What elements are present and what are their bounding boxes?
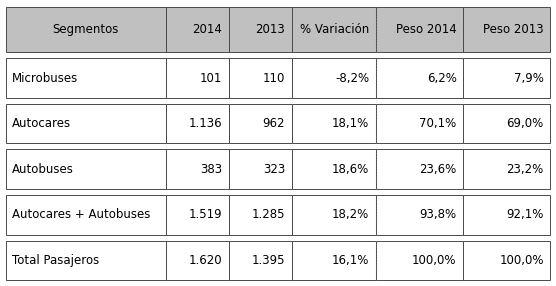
Bar (291, 7, 376, 52)
Bar (463, 150, 550, 189)
Bar (376, 58, 463, 98)
Bar (463, 195, 550, 235)
Text: 23,2%: 23,2% (507, 163, 544, 176)
Text: -8,2%: -8,2% (335, 72, 369, 85)
Text: 1.285: 1.285 (251, 208, 285, 221)
Bar (6, 150, 166, 189)
Text: 69,0%: 69,0% (507, 117, 544, 130)
Bar (6, 7, 166, 52)
Text: 6,2%: 6,2% (426, 72, 456, 85)
Bar (229, 241, 291, 280)
Text: Total Pasajeros: Total Pasajeros (12, 254, 100, 267)
Bar (6, 241, 166, 280)
Text: 7,9%: 7,9% (514, 72, 544, 85)
Bar (6, 58, 166, 98)
Bar (229, 195, 291, 235)
Bar (376, 150, 463, 189)
Bar (376, 104, 463, 144)
Bar (166, 150, 229, 189)
Text: 18,6%: 18,6% (332, 163, 369, 176)
Bar (6, 104, 166, 144)
Bar (229, 58, 291, 98)
Text: Autobuses: Autobuses (12, 163, 74, 176)
Bar (291, 241, 376, 280)
Text: Peso 2013: Peso 2013 (483, 23, 544, 36)
Text: 2014: 2014 (192, 23, 222, 36)
Text: 962: 962 (262, 117, 285, 130)
Bar (166, 241, 229, 280)
Bar (376, 241, 463, 280)
Text: 100,0%: 100,0% (499, 254, 544, 267)
Bar (376, 7, 463, 52)
Text: % Variación: % Variación (300, 23, 369, 36)
Text: 323: 323 (262, 163, 285, 176)
Text: Segmentos: Segmentos (53, 23, 119, 36)
Bar (166, 7, 229, 52)
Bar (166, 104, 229, 144)
Text: 16,1%: 16,1% (332, 254, 369, 267)
Text: 18,2%: 18,2% (332, 208, 369, 221)
Text: 92,1%: 92,1% (507, 208, 544, 221)
Text: Autocares + Autobuses: Autocares + Autobuses (12, 208, 151, 221)
Bar (166, 195, 229, 235)
Text: 1.620: 1.620 (188, 254, 222, 267)
Text: 1.395: 1.395 (251, 254, 285, 267)
Bar (463, 104, 550, 144)
Text: 2013: 2013 (255, 23, 285, 36)
Bar (6, 195, 166, 235)
Text: 23,6%: 23,6% (419, 163, 456, 176)
Text: 1.136: 1.136 (188, 117, 222, 130)
Text: Microbuses: Microbuses (12, 72, 78, 85)
Bar (291, 58, 376, 98)
Bar (291, 195, 376, 235)
Text: Autocares: Autocares (12, 117, 71, 130)
Bar (166, 58, 229, 98)
Text: 1.519: 1.519 (188, 208, 222, 221)
Text: 383: 383 (200, 163, 222, 176)
Bar (463, 58, 550, 98)
Bar (291, 104, 376, 144)
Text: 100,0%: 100,0% (412, 254, 456, 267)
Bar (463, 7, 550, 52)
Text: 70,1%: 70,1% (419, 117, 456, 130)
Text: 93,8%: 93,8% (419, 208, 456, 221)
Bar (291, 150, 376, 189)
Bar (229, 150, 291, 189)
Bar (463, 241, 550, 280)
Text: 101: 101 (200, 72, 222, 85)
Bar (229, 104, 291, 144)
Text: 18,1%: 18,1% (332, 117, 369, 130)
Text: Peso 2014: Peso 2014 (396, 23, 456, 36)
Bar (376, 195, 463, 235)
Bar (229, 7, 291, 52)
Text: 110: 110 (262, 72, 285, 85)
